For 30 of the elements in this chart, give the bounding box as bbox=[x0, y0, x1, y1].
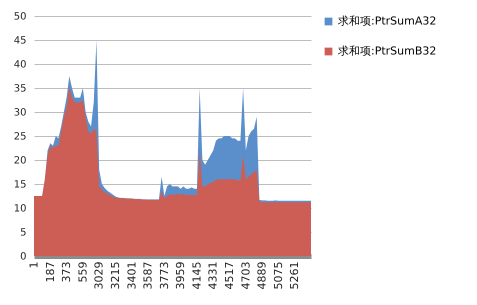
legend-label: 求和项:PtrSumB32 bbox=[338, 44, 436, 58]
y-tick-label: 15 bbox=[14, 180, 26, 190]
x-tick-label: 3587 bbox=[142, 262, 155, 290]
y-tick-label: 5 bbox=[20, 228, 26, 238]
x-tick-label: 5075 bbox=[272, 262, 285, 290]
x-tick-label: 3773 bbox=[158, 262, 171, 290]
x-tick-label: 4517 bbox=[223, 262, 236, 290]
x-tick-label: 4331 bbox=[206, 262, 220, 290]
y-tick-label: 45 bbox=[14, 36, 26, 46]
x-tick-label: 3959 bbox=[174, 262, 188, 290]
x-tick-label: 3401 bbox=[125, 262, 138, 290]
x-tick-label: 5261 bbox=[288, 262, 302, 290]
y-tick-label: 20 bbox=[14, 156, 26, 166]
y-tick-label: 35 bbox=[14, 84, 26, 94]
x-tick-label: 373 bbox=[60, 262, 74, 282]
y-tick-label: 50 bbox=[14, 12, 26, 22]
x-tick-label: 3029 bbox=[92, 262, 106, 290]
y-tick-label: 25 bbox=[14, 132, 26, 142]
y-tick-label: 40 bbox=[14, 60, 26, 70]
y-tick-label: 10 bbox=[14, 204, 26, 214]
y-tick-label: 30 bbox=[14, 108, 26, 118]
x-tick-label: 4889 bbox=[256, 262, 269, 290]
x-tick-label: 3215 bbox=[108, 262, 122, 290]
legend-label: 求和项:PtrSumA32 bbox=[338, 14, 436, 28]
x-tick-label: 1 bbox=[28, 262, 40, 268]
x-tick-label: 4145 bbox=[190, 262, 204, 290]
y-tick-label: 0 bbox=[20, 252, 26, 262]
x-tick-label: 187 bbox=[44, 262, 57, 282]
x-tick-label: 4703 bbox=[239, 262, 252, 290]
x-tick-label: 559 bbox=[76, 262, 90, 282]
